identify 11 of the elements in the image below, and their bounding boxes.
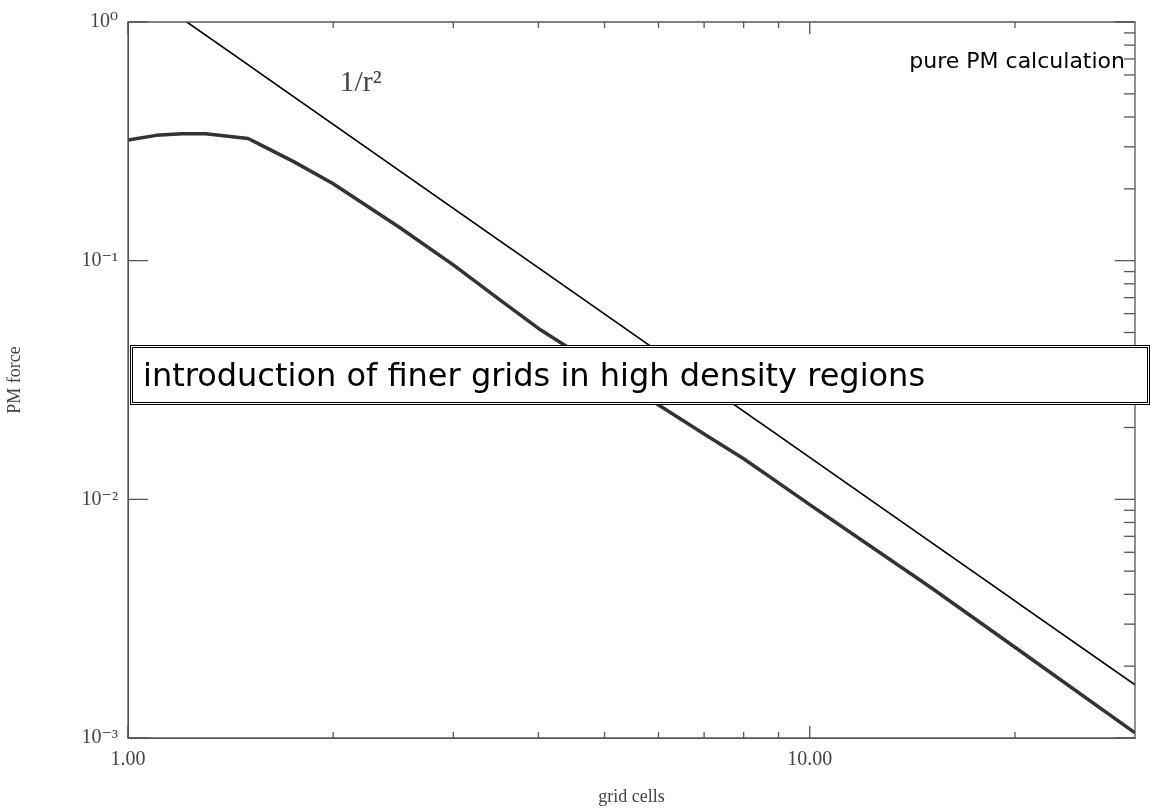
text-box: introduction of finer grids in high density regions bbox=[130, 345, 1150, 405]
y-tick-label: 10⁻² bbox=[81, 486, 118, 509]
x-tick-label: 10.00 bbox=[787, 747, 833, 770]
x-tick-label: 1.00 bbox=[110, 747, 146, 770]
y-axis-title: PM force bbox=[3, 346, 24, 414]
y-tick-label: 10⁰ bbox=[89, 9, 118, 32]
y-tick-label: 10⁻¹ bbox=[81, 247, 118, 270]
x-axis-title: grid cells bbox=[598, 785, 665, 806]
annotation: pure PM calculation bbox=[909, 47, 1125, 73]
series-label: 1/r² bbox=[339, 63, 382, 97]
y-tick-label: 10⁻³ bbox=[81, 725, 118, 748]
